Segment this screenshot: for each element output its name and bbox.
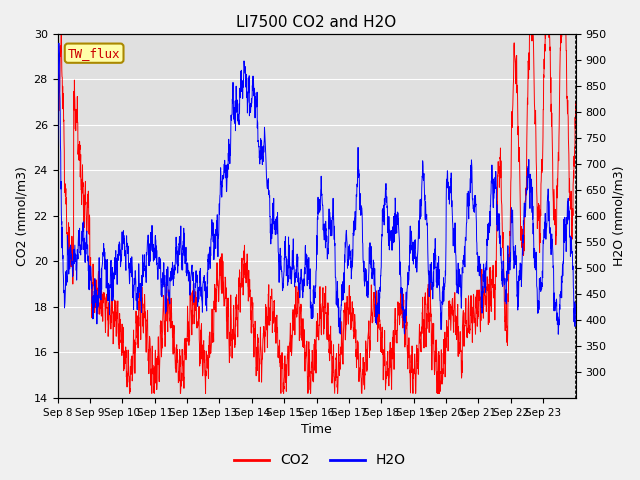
Y-axis label: CO2 (mmol/m3): CO2 (mmol/m3) (15, 166, 28, 266)
X-axis label: Time: Time (301, 423, 332, 436)
Y-axis label: H2O (mmol/m3): H2O (mmol/m3) (612, 166, 625, 266)
Title: LI7500 CO2 and H2O: LI7500 CO2 and H2O (236, 15, 397, 30)
Text: TW_flux: TW_flux (68, 47, 120, 60)
Legend: CO2, H2O: CO2, H2O (228, 448, 412, 473)
